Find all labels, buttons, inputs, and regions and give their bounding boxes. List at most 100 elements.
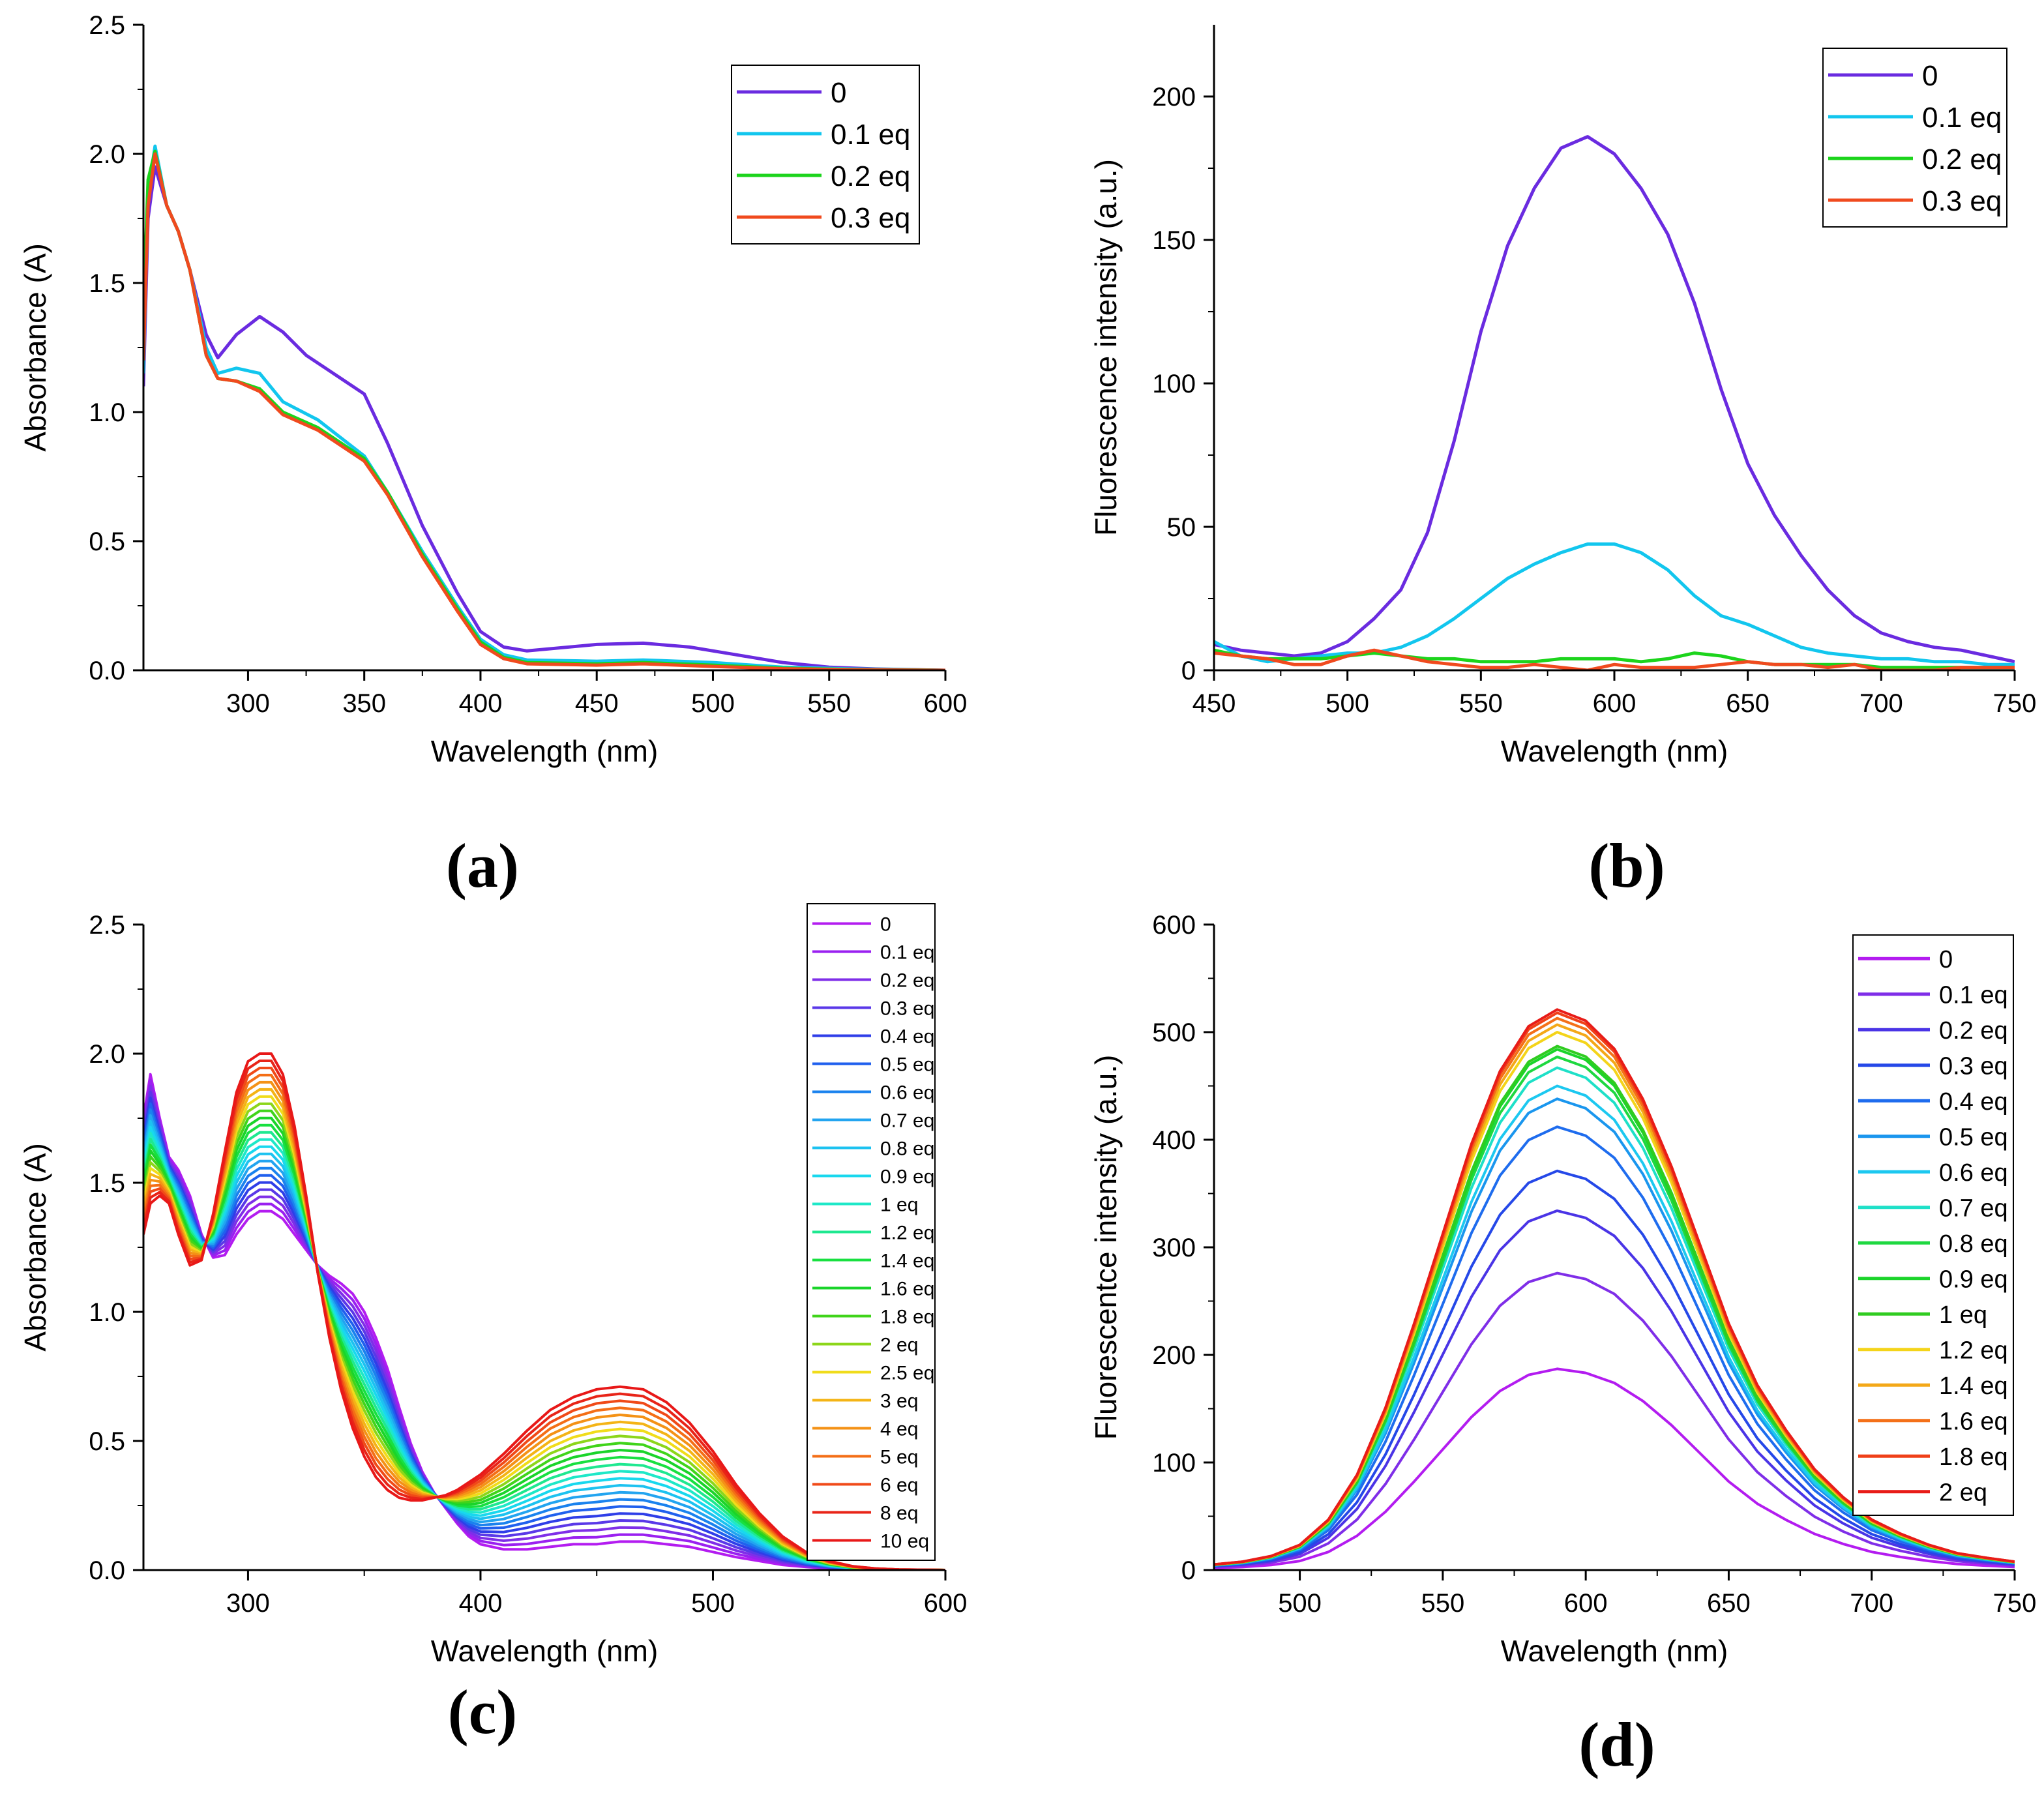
- legend-label: 0.2 eq: [880, 970, 934, 991]
- x-tick-label: 600: [924, 1589, 968, 1618]
- legend-label: 0.3 eq: [1939, 1052, 2008, 1080]
- y-tick-label: 1.5: [89, 1169, 125, 1198]
- y-tick-label: 2.5: [89, 911, 125, 940]
- y-tick-label: 2.5: [89, 11, 125, 40]
- x-tick-label: 500: [691, 1589, 735, 1618]
- legend-label: 2 eq: [1939, 1479, 1987, 1506]
- x-tick-label: 600: [1564, 1589, 1608, 1618]
- legend-label: 0.3 eq: [831, 202, 910, 234]
- legend-label: 0: [1939, 946, 1953, 973]
- x-tick-label: 750: [1993, 689, 2037, 718]
- legend-label: 0.5 eq: [1939, 1123, 2008, 1151]
- y-axis-title: Fluorescentce intensity (a.u.): [1089, 1055, 1123, 1440]
- series-line: [1214, 1271, 2015, 1569]
- y-tick-label: 100: [1152, 370, 1196, 398]
- legend-label: 0.8 eq: [880, 1138, 934, 1159]
- series-line: [1214, 1169, 2015, 1567]
- series-line: [1214, 135, 2015, 664]
- legend-label: 0.2 eq: [1922, 143, 2002, 175]
- y-tick-label: 600: [1152, 911, 1196, 940]
- legend-label: 0.1 eq: [1922, 102, 2002, 134]
- panel-label: (d): [1578, 1710, 1655, 1779]
- panel-label: (c): [448, 1677, 518, 1747]
- legend-label: 1.8 eq: [880, 1306, 934, 1328]
- legend-box: [1822, 48, 2007, 228]
- legend-label: 0.3 eq: [1922, 185, 2002, 217]
- x-tick-label: 400: [459, 689, 503, 718]
- series-line: [143, 1131, 945, 1570]
- x-tick-label: 650: [1707, 1589, 1751, 1618]
- y-tick-label: 2.0: [89, 1040, 125, 1069]
- x-tick-label: 700: [1850, 1589, 1893, 1618]
- y-axis-title: Absorbance (A): [18, 1143, 52, 1352]
- panel-c: 300 400 500 600 0.0 0.5 1.0 1.5 2.0 2.5 Wavelength…: [18, 903, 968, 1747]
- x-tick-label: 300: [226, 1589, 270, 1618]
- y-tick-label: 0.5: [89, 1427, 125, 1456]
- legend-box: [1852, 934, 2014, 1516]
- legend-label: 0: [880, 913, 891, 935]
- x-axis-title: Wavelength (nm): [1501, 1634, 1728, 1668]
- legend-label: 10 eq: [880, 1530, 929, 1552]
- y-tick-label: 400: [1152, 1126, 1196, 1155]
- x-tick-label: 650: [1726, 689, 1770, 718]
- legend-label: 1.6 eq: [1939, 1408, 2008, 1435]
- y-tick-label: 50: [1167, 513, 1196, 542]
- legend-label: 6 eq: [880, 1474, 918, 1496]
- y-tick-label: 0.5: [89, 527, 125, 556]
- legend: 0 0.1 eq 0.2 eq 0.3 eq: [1822, 48, 2007, 228]
- legend-label: 0.6 eq: [1939, 1159, 2008, 1187]
- legend: 0 0.1 eq 0.2 eq 0.3 eq: [731, 65, 920, 245]
- series-group: [143, 1052, 945, 1570]
- y-tick-label: 100: [1152, 1449, 1196, 1477]
- legend-label: 0.2 eq: [1939, 1017, 2008, 1045]
- panel-label: (a): [446, 831, 519, 900]
- x-tick-label: 550: [1459, 689, 1503, 718]
- legend-label: 5 eq: [880, 1446, 918, 1468]
- x-tick-label: 400: [459, 1589, 503, 1618]
- series-group: [1214, 135, 2015, 670]
- legend-label: 1 eq: [880, 1194, 918, 1215]
- legend-label: 0: [1922, 60, 1938, 92]
- x-axis-title: Wavelength (nm): [431, 734, 659, 768]
- x-tick-label: 500: [1278, 1589, 1322, 1618]
- y-tick-label: 200: [1152, 1341, 1196, 1370]
- legend-label: 0.7 eq: [880, 1110, 934, 1131]
- legend-label: 2.5 eq: [880, 1362, 934, 1384]
- y-axis-title: Absorbance (A): [18, 243, 52, 452]
- legend-label: 0.8 eq: [1939, 1230, 2008, 1258]
- legend-label: 1.4 eq: [1939, 1372, 2008, 1400]
- series-line: [1214, 1084, 2015, 1567]
- panel-a: 300 350 400 450 500 550 600 0.0 0.5 1.0 1.5 2.0 2.5 W…: [18, 11, 967, 900]
- y-tick-label: 0.0: [89, 657, 125, 685]
- legend-label: 0.3 eq: [880, 998, 934, 1019]
- legend: 0 0.1 eq 0.2 eq 0.3 eq 0.4 eq 0.5 eq 0.6 eq 0.7…: [1852, 934, 2014, 1516]
- y-tick-label: 0.0: [89, 1556, 125, 1585]
- legend-label: 0.1 eq: [1939, 981, 2008, 1009]
- legend: 0 0.1 eq 0.2 eq 0.3 eq 0.4 eq 0.5 eq 0.6 eq 0.7…: [807, 903, 936, 1561]
- legend-label: 3 eq: [880, 1390, 918, 1412]
- legend-label: 0.1 eq: [831, 119, 910, 151]
- y-tick-label: 500: [1152, 1018, 1196, 1047]
- y-tick-label: 0: [1181, 657, 1196, 685]
- series-line: [1214, 1367, 2015, 1569]
- legend-label: 0: [831, 77, 846, 109]
- legend-label: 1 eq: [1939, 1301, 1987, 1329]
- legend-label: 1.6 eq: [880, 1278, 934, 1299]
- x-tick-label: 450: [575, 689, 619, 718]
- x-tick-label: 500: [1326, 689, 1369, 718]
- series-line: [1214, 1209, 2015, 1568]
- legend-label: 0.9 eq: [1939, 1266, 2008, 1293]
- y-tick-label: 1.5: [89, 269, 125, 298]
- x-tick-label: 600: [1593, 689, 1637, 718]
- legend-label: 0.7 eq: [1939, 1194, 2008, 1222]
- y-tick-label: 0: [1181, 1556, 1196, 1585]
- x-tick-label: 300: [226, 689, 270, 718]
- x-tick-label: 700: [1859, 689, 1903, 718]
- y-tick-label: 1.0: [89, 398, 125, 427]
- series-line: [143, 152, 945, 670]
- legend-label: 1.2 eq: [880, 1222, 934, 1243]
- y-tick-label: 300: [1152, 1234, 1196, 1262]
- legend-label: 1.8 eq: [1939, 1444, 2008, 1471]
- y-tick-label: 150: [1152, 226, 1196, 255]
